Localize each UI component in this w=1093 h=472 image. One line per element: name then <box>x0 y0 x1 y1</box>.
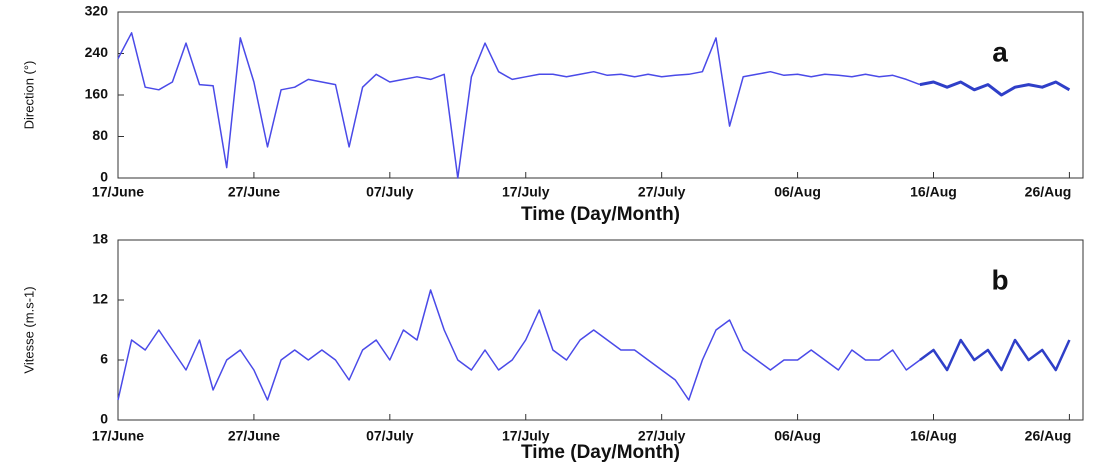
panel-label: a <box>992 36 1008 67</box>
x-tick-label: 06/Aug <box>774 184 821 200</box>
x-tick-label: 07/July <box>366 184 414 200</box>
y-tick-label: 160 <box>85 86 109 102</box>
x-tick-label: 16/Aug <box>910 428 957 444</box>
x-tick-label: 27/July <box>638 428 686 444</box>
plot-frame <box>117 11 1084 179</box>
y-tick-label: 0 <box>100 169 108 185</box>
x-tick-label: 27/June <box>228 184 280 200</box>
y-tick-label: 240 <box>85 44 109 60</box>
data-line <box>919 80 1071 97</box>
x-tick-label: 07/July <box>366 428 414 444</box>
y-tick-label: 18 <box>92 231 108 247</box>
x-axis-label: Time (Day/Month) <box>521 204 680 225</box>
x-axis-label: Time (Day/Month) <box>521 442 680 463</box>
y-tick-label: 80 <box>92 127 108 143</box>
y-axis-label: Vitesse (m.s-1) <box>21 286 36 373</box>
x-tick-label: 16/Aug <box>910 184 957 200</box>
panel-label: b <box>991 264 1008 295</box>
x-tick-label: 17/July <box>502 184 550 200</box>
x-tick-label: 26/Aug <box>1025 184 1072 200</box>
y-tick-label: 320 <box>85 3 109 19</box>
data-line <box>117 32 921 179</box>
y-axis-label: Direction (°) <box>21 61 36 130</box>
y-tick-label: 6 <box>100 351 108 367</box>
x-tick-label: 17/June <box>92 428 144 444</box>
data-line <box>919 338 1071 372</box>
x-tick-label: 17/June <box>92 184 144 200</box>
y-tick-label: 0 <box>100 411 108 427</box>
x-tick-label: 27/June <box>228 428 280 444</box>
plot-frame <box>117 239 1084 421</box>
y-tick-label: 12 <box>92 291 108 307</box>
x-tick-label: 26/Aug <box>1025 428 1072 444</box>
x-tick-label: 17/July <box>502 428 550 444</box>
x-tick-label: 06/Aug <box>774 428 821 444</box>
data-line <box>117 289 921 401</box>
x-tick-label: 27/July <box>638 184 686 200</box>
